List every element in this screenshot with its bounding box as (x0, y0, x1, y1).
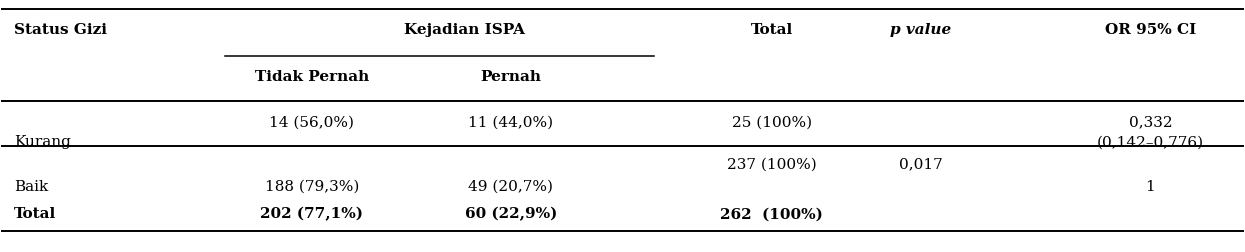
Text: Baik: Baik (14, 180, 49, 194)
Text: 188 (79,3%): 188 (79,3%) (265, 180, 359, 194)
Text: 25 (100%): 25 (100%) (732, 115, 812, 129)
Text: Kejadian ISPA: Kejadian ISPA (403, 23, 524, 37)
Text: Status Gizi: Status Gizi (14, 23, 107, 37)
Text: Pernah: Pernah (481, 70, 542, 84)
Text: OR 95% CI: OR 95% CI (1104, 23, 1196, 37)
Text: Kurang: Kurang (14, 135, 71, 149)
Text: 0,332: 0,332 (1129, 115, 1173, 129)
Text: Total: Total (751, 23, 793, 37)
Text: 60 (22,9%): 60 (22,9%) (464, 207, 557, 222)
Text: (0,142–0,776): (0,142–0,776) (1097, 135, 1204, 149)
Text: 1: 1 (1145, 180, 1155, 194)
Text: 262  (100%): 262 (100%) (720, 207, 823, 222)
Text: 237 (100%): 237 (100%) (727, 158, 817, 172)
Text: Total: Total (14, 207, 56, 222)
Text: 0,017: 0,017 (899, 158, 942, 172)
Text: p value: p value (890, 23, 951, 37)
Text: 11 (44,0%): 11 (44,0%) (468, 115, 553, 129)
Text: 14 (56,0%): 14 (56,0%) (269, 115, 355, 129)
Text: Tidak Pernah: Tidak Pernah (255, 70, 369, 84)
Text: 49 (20,7%): 49 (20,7%) (468, 180, 553, 194)
Text: 202 (77,1%): 202 (77,1%) (260, 207, 364, 222)
